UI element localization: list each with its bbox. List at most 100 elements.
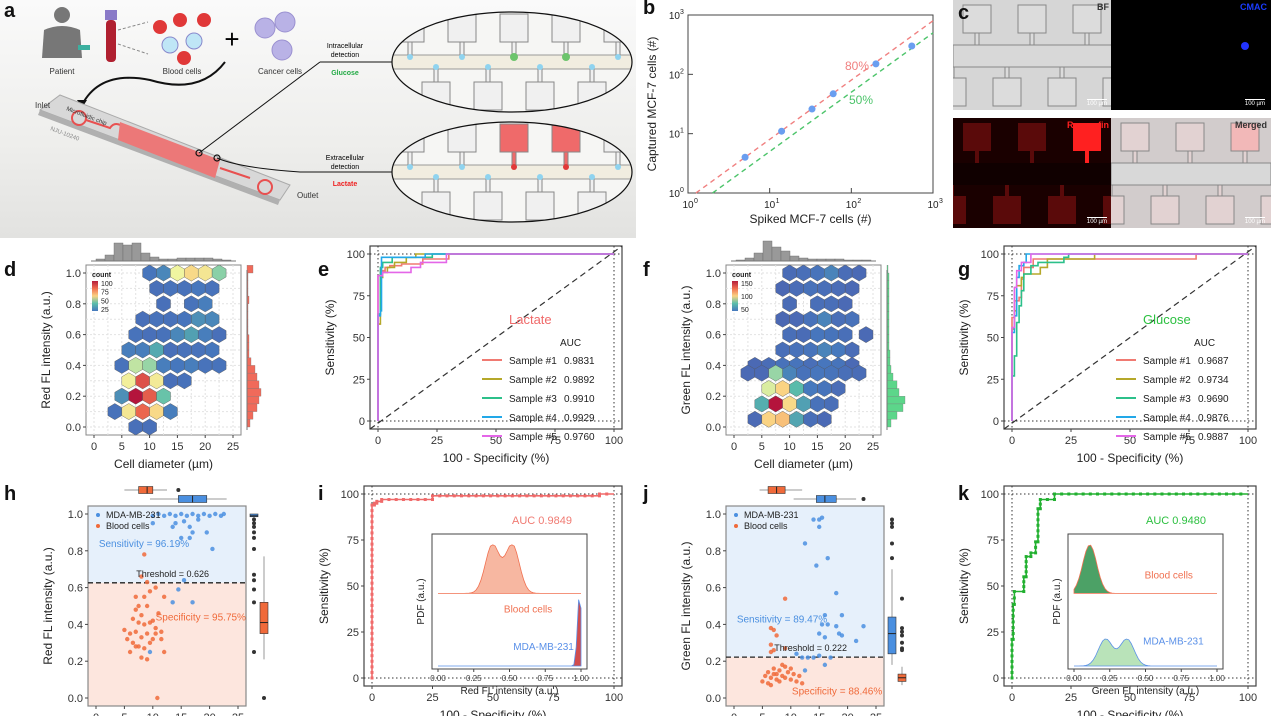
- inset-x-tick-label: 1.00: [1209, 674, 1225, 683]
- legend-auc-value: 0.9734: [1198, 375, 1229, 386]
- y-tick-label: 0.2: [68, 656, 83, 668]
- legend-auc-value: 0.9892: [564, 375, 595, 386]
- roc-marker: [370, 648, 374, 652]
- roc-marker: [474, 494, 478, 498]
- hex-bin: [211, 357, 227, 374]
- micrograph-resorufin: Resorufin 100 µm: [953, 118, 1113, 228]
- cell: [615, 164, 621, 170]
- extra-label-1: Extracellular: [326, 155, 365, 162]
- hex-bin: [845, 310, 860, 328]
- x-tick-exponent: 2: [857, 198, 861, 205]
- y-tick-label: 0: [359, 416, 365, 428]
- roc-marker: [467, 494, 471, 498]
- y-tick-label: 0.6: [66, 330, 81, 342]
- roc-marker: [1010, 676, 1014, 680]
- roc-marker: [1024, 555, 1028, 559]
- hex-bin: [845, 280, 860, 297]
- positive-region: [88, 506, 246, 583]
- roc-marker: [1036, 507, 1040, 511]
- data-point: [147, 589, 153, 594]
- panel-label-f: f: [643, 259, 650, 281]
- legend-series-name: Sample #5: [1143, 432, 1191, 443]
- x-tick-exponent: 0: [694, 198, 698, 205]
- y-tick-label: 0.8: [706, 299, 721, 311]
- data-point: [133, 629, 138, 634]
- data-point: [190, 511, 195, 517]
- data-point: [788, 666, 793, 671]
- legend-series-name: Sample #3: [509, 394, 557, 405]
- data-point: [136, 603, 141, 609]
- data-point: [173, 513, 178, 519]
- x-tick-label: 25: [1065, 435, 1077, 447]
- legend-series-name: Sample #4: [509, 413, 557, 424]
- inset-x-tick-label: 0.00: [1066, 674, 1082, 683]
- inset-x-tick-label: 0.25: [1102, 674, 1118, 683]
- data-point: [139, 655, 144, 660]
- roc-marker: [370, 592, 374, 596]
- inset-x-label: Red FL intensity (a.u.): [460, 686, 558, 697]
- hex-bin: [156, 295, 171, 313]
- roc-marker: [576, 494, 580, 498]
- y-tick-label: 0.0: [706, 693, 721, 705]
- roc-marker: [416, 498, 420, 502]
- roc-marker: [370, 548, 374, 552]
- data-point: [181, 519, 187, 524]
- plus-sign: +: [224, 24, 239, 54]
- panel-label-h: h: [4, 483, 16, 505]
- legend-marker: [734, 524, 738, 528]
- roc-marker: [1217, 492, 1221, 496]
- y-tick-label: 25: [987, 627, 999, 639]
- outlier: [890, 524, 894, 529]
- data-point: [144, 631, 150, 636]
- hex-bin: [824, 395, 839, 413]
- hex-bin: [851, 264, 867, 282]
- roc-marker: [380, 499, 384, 503]
- roc-marker: [370, 564, 374, 568]
- x-tick-label: 10: [682, 200, 694, 211]
- x-tick-label: 5: [759, 441, 765, 453]
- roc-marker: [1181, 492, 1185, 496]
- x-tick-label: 15: [813, 712, 825, 716]
- y-tick-label: 10: [669, 11, 681, 22]
- roc-marker: [370, 598, 374, 602]
- data-point: [153, 585, 158, 590]
- x-axis-label: 100 - Specificity (%): [1077, 451, 1184, 465]
- roc-marker: [525, 494, 529, 498]
- y-tick-label: 0.0: [68, 693, 83, 705]
- neck: [1085, 151, 1089, 163]
- x-tick-label: 25: [227, 441, 239, 453]
- data-point: [153, 625, 158, 631]
- data-point: [811, 517, 816, 522]
- data-point: [829, 90, 837, 98]
- data-point: [142, 594, 147, 599]
- data-point: [777, 679, 782, 684]
- y-tick-label: 0.4: [706, 360, 721, 372]
- neck: [974, 32, 980, 46]
- marginal-y-bar: [886, 380, 898, 389]
- chance-diagonal: [1003, 245, 1257, 430]
- y-axis-label: Sensitivity (%): [957, 548, 971, 624]
- outlier: [252, 524, 256, 529]
- roc-marker: [1022, 575, 1026, 579]
- roc-marker: [1024, 570, 1028, 574]
- data-point: [125, 636, 130, 642]
- roc-marker: [496, 494, 500, 498]
- x-tick-label: 0: [91, 441, 97, 453]
- roc-marker: [489, 494, 493, 498]
- glucose-label: Glucose: [331, 70, 359, 77]
- roc-marker: [1012, 602, 1016, 606]
- roc-marker: [503, 494, 507, 498]
- data-point: [791, 671, 796, 677]
- x-tick-exponent: 3: [939, 198, 943, 205]
- y-tick-label: 75: [347, 535, 359, 547]
- roc-marker: [370, 537, 374, 541]
- x-tick-label: 25: [232, 712, 244, 716]
- y-tick-label: 0: [993, 416, 999, 428]
- plot-frame: [725, 505, 885, 707]
- legend-series-name: Sample #2: [509, 375, 557, 386]
- data-point: [819, 515, 825, 520]
- density-curve: [1073, 544, 1217, 594]
